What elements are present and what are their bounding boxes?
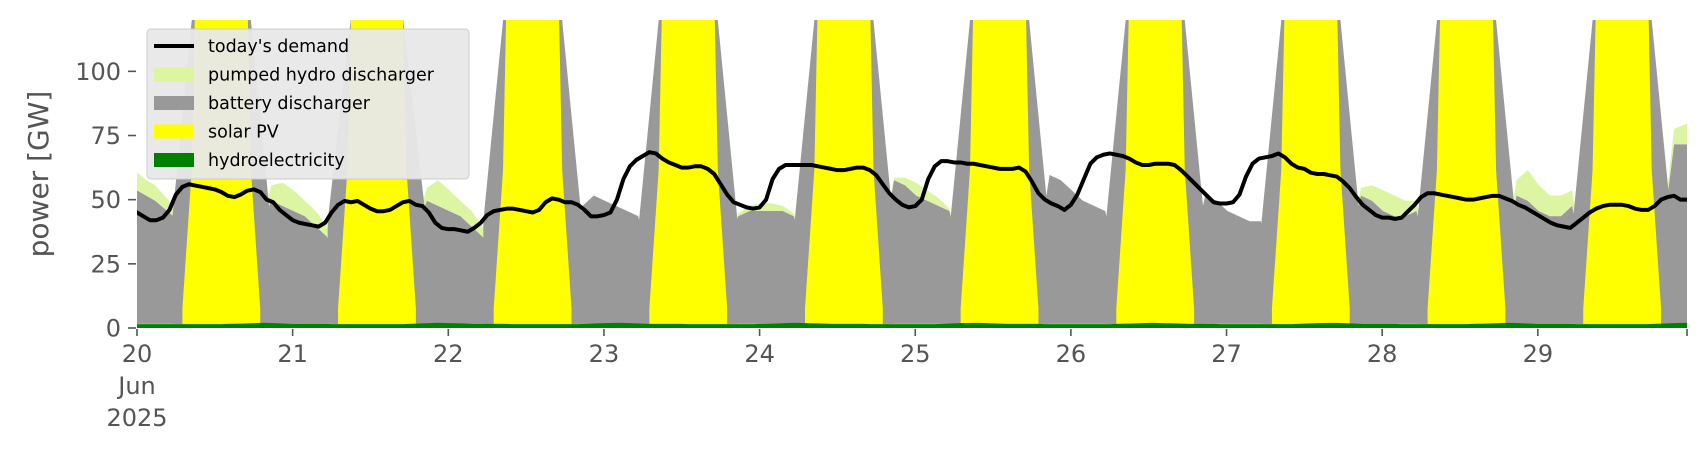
solar-area-day-9 (1427, 20, 1506, 324)
legend-swatch-solar (154, 124, 194, 139)
battery-area-night-2 (260, 200, 339, 324)
battery-area-night-8 (1194, 195, 1272, 324)
axes: 0 25 50 75 100 20 Jun 2025 21 22 23 24 25 26 27 28 29 pow… (22, 58, 1688, 432)
x-tick-label: 2025 (106, 404, 167, 432)
legend-label-solar: solar PV (208, 123, 279, 143)
battery-area-night-1 (137, 190, 183, 324)
pumped-hydro-area-night-9 (1349, 185, 1428, 258)
legend-swatch-pumped_hydro (154, 67, 194, 82)
legend: today's demand pumped hydro discharger bat… (146, 28, 470, 180)
y-tick-label: 0 (106, 315, 121, 343)
x-tick-label: 20 (122, 340, 153, 368)
pumped-hydro-area-night-10 (1505, 169, 1584, 263)
x-tick-label: 21 (277, 340, 308, 368)
pumped-hydro-area-night-11 (1661, 123, 1687, 247)
legend-swatch-hydro (154, 153, 194, 167)
x-tick-label: Jun (116, 372, 156, 400)
y-tick-label: 25 (90, 250, 121, 278)
legend-label-battery: battery discharger (208, 94, 371, 114)
pumped-hydro-area-night-3 (415, 180, 494, 258)
demand-line (137, 150, 1687, 234)
legend-box (146, 28, 470, 180)
x-tick-label: 29 (1523, 340, 1554, 368)
battery-area-night-6 (882, 180, 961, 324)
battery-area-night-4 (571, 195, 650, 324)
hydroelectricity-area (137, 322, 1687, 328)
x-tick-label: 24 (744, 340, 775, 368)
legend-label-demand: today's demand (208, 37, 349, 57)
battery-area-night-5 (727, 210, 805, 324)
solar-area-day-10 (1583, 20, 1662, 324)
pumped-hydro-area-night-1 (137, 172, 183, 258)
x-tick-label: 23 (589, 340, 620, 368)
solar-area-day-3 (493, 20, 572, 324)
x-tick-label: 27 (1211, 340, 1242, 368)
battery-area-night-3 (415, 200, 494, 324)
battery-area-night-7 (1038, 175, 1117, 324)
legend-label-hydro: hydroelectricity (208, 151, 345, 171)
solar-area-day-4 (649, 20, 728, 324)
battery-area-night-10 (1505, 195, 1584, 324)
legend-label-pumped_hydro: pumped hydro discharger (208, 66, 435, 86)
solar-area-day-7 (1116, 20, 1195, 324)
y-tick-label: 50 (90, 186, 121, 214)
pumped-hydro-area-night-2 (260, 182, 339, 258)
battery-area-night-9 (1349, 195, 1428, 324)
x-tick-label: 26 (1056, 340, 1087, 368)
solar-area-day-6 (960, 20, 1039, 324)
y-tick-label: 75 (90, 122, 121, 150)
x-tick-label: 25 (900, 340, 931, 368)
legend-swatch-battery (154, 96, 194, 110)
x-tick-label: 28 (1367, 340, 1398, 368)
y-axis-label: power [GW] (22, 91, 55, 258)
y-tick-label: 100 (75, 58, 121, 86)
x-tick-label: 22 (433, 340, 464, 368)
